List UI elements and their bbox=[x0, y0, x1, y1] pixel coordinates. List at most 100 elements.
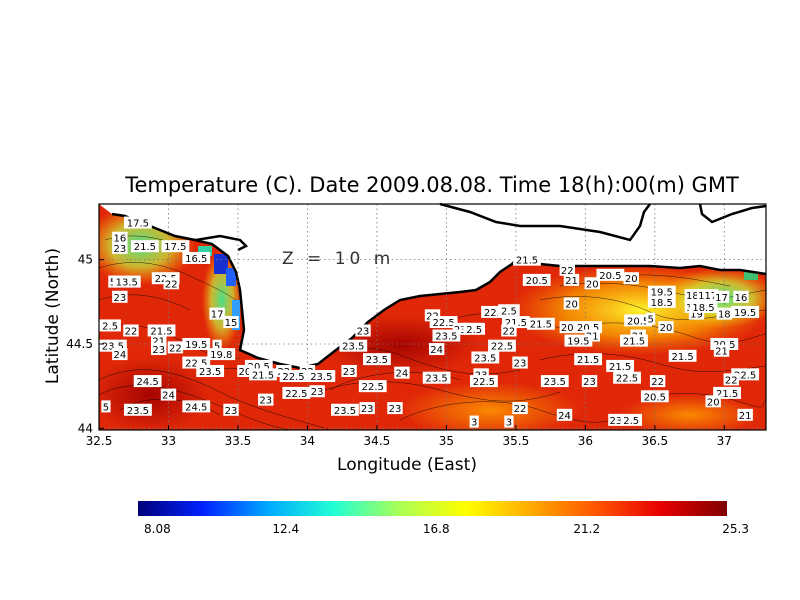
contour-label: 2.5 bbox=[102, 321, 118, 332]
contour-label-box bbox=[696, 289, 719, 302]
contour-label: 23 bbox=[152, 345, 165, 356]
contour-label: 23 bbox=[357, 326, 370, 337]
contour-label: 24 bbox=[558, 411, 571, 422]
colorbar-tick-label: 25.3 bbox=[722, 522, 749, 536]
contour-label: 23.5 bbox=[334, 406, 356, 417]
plot-area: Z = 10 m 17.5162321.517.516.5513.522.522… bbox=[98, 202, 767, 431]
contour-label: 23.5 bbox=[366, 355, 388, 366]
contour-label: 21.5 bbox=[252, 370, 274, 381]
contour-label: 20.5 bbox=[526, 276, 548, 287]
contour-label: 23 bbox=[113, 293, 126, 304]
contour-label: 20.5 bbox=[599, 271, 621, 282]
contour-label-box bbox=[147, 324, 176, 337]
x-tick-label: 36.5 bbox=[641, 434, 668, 448]
contour-label: 18 bbox=[718, 310, 731, 321]
x-tick-label: 35.5 bbox=[503, 434, 530, 448]
contour-label: 23 bbox=[583, 377, 596, 388]
contour-label: 20.5 bbox=[627, 316, 649, 327]
contour-label: 23 bbox=[225, 406, 238, 417]
contour-label-box bbox=[394, 366, 410, 379]
x-tick-label: 33.5 bbox=[225, 434, 252, 448]
contour-label: 22.5 bbox=[185, 359, 207, 370]
contour-label-box bbox=[209, 307, 225, 320]
contour-label-box bbox=[713, 290, 730, 303]
contour-label: 22.5 bbox=[616, 374, 638, 385]
cold-cell-4 bbox=[198, 246, 212, 256]
contour-label: 20 bbox=[586, 279, 599, 290]
contour-label: 21.5 bbox=[623, 337, 645, 348]
contour-label: 19.8 bbox=[210, 350, 232, 361]
contour-label-box bbox=[658, 321, 674, 334]
contour-label: 23.5 bbox=[127, 406, 149, 417]
azov-coastline bbox=[439, 202, 651, 242]
contour-label: 21.5 bbox=[577, 355, 599, 366]
contour-label-box bbox=[470, 375, 498, 388]
contour-label-box bbox=[723, 373, 739, 386]
y-axis-title: Latitude (North) bbox=[43, 248, 63, 384]
contour-label: 3 bbox=[506, 418, 512, 429]
contour-label-box bbox=[488, 339, 516, 352]
contour-label-box bbox=[428, 343, 445, 356]
contour-label-box bbox=[309, 385, 325, 398]
contour-label-box bbox=[167, 341, 184, 354]
x-tick-label: 35 bbox=[439, 434, 454, 448]
contour-label-box bbox=[101, 400, 111, 413]
contour-label-box bbox=[574, 353, 603, 366]
kerch-coastline bbox=[195, 234, 249, 252]
contour-label: 5 bbox=[214, 342, 220, 353]
contour-label: 18.5 bbox=[692, 303, 714, 314]
colorbar-scale bbox=[138, 501, 727, 516]
contour-label-box bbox=[355, 324, 371, 337]
plot-frame bbox=[98, 203, 767, 431]
contour-label: 22 bbox=[125, 326, 138, 337]
colorbar-tick-labels: 8.08 12.4 16.8 21.2 25.3 bbox=[144, 522, 749, 536]
contour-label-box bbox=[705, 395, 721, 408]
contour-label-box bbox=[713, 344, 730, 357]
contour-label-box bbox=[161, 240, 190, 253]
contour-label-box bbox=[731, 305, 760, 318]
contour-label: 21.5 bbox=[134, 242, 156, 253]
contour-label: 23 bbox=[389, 404, 402, 415]
contour-label: 23.5 bbox=[474, 353, 496, 364]
contour-label-box bbox=[182, 337, 211, 350]
contour-label-box bbox=[596, 268, 625, 281]
contour-label: 22 bbox=[651, 377, 664, 388]
contour-label: 21 bbox=[565, 276, 578, 287]
contour-label: 17.5 bbox=[127, 219, 149, 230]
contour-label: 23 bbox=[311, 387, 324, 398]
contour-label-box bbox=[341, 364, 357, 377]
contour-label-box bbox=[112, 348, 128, 361]
x-tick-label: 34 bbox=[300, 434, 315, 448]
contour-label-box bbox=[279, 370, 308, 383]
contour-label-box bbox=[112, 231, 128, 244]
contour-label: 23.5 bbox=[426, 374, 448, 385]
contour-label-box bbox=[684, 289, 701, 302]
contour-label-box bbox=[689, 300, 718, 313]
contour-label: 23.5 bbox=[544, 377, 566, 388]
contour-label-box bbox=[512, 356, 528, 369]
contour-label-box bbox=[646, 312, 656, 325]
contour-label: 23 bbox=[514, 359, 527, 370]
contour-label: 17.5 bbox=[164, 242, 186, 253]
contour-label-box bbox=[512, 402, 528, 415]
contour-label-box bbox=[556, 408, 573, 421]
contour-label-box bbox=[620, 334, 648, 347]
contour-label-box bbox=[223, 316, 239, 329]
contour-label: 20.5 bbox=[644, 392, 666, 403]
contour-label: 21.5 bbox=[671, 352, 693, 363]
contour-label: 2.5 bbox=[501, 306, 517, 317]
y-tick-label: 44 bbox=[78, 421, 93, 435]
contour-label-box bbox=[358, 380, 387, 393]
contour-label: 2.5 bbox=[466, 325, 482, 336]
x-axis: 32.5 33 33.5 34 34.5 35 35.5 36 36.5 37 bbox=[86, 425, 732, 448]
contour-label: 3 bbox=[471, 418, 477, 429]
contour-label: 21.5 bbox=[505, 318, 527, 329]
contour-label: 2.5 bbox=[623, 416, 639, 427]
contour-label-box bbox=[559, 321, 575, 334]
contour-label-box bbox=[212, 339, 222, 352]
contour-label: 22 bbox=[169, 343, 182, 354]
x-tick-label: 36 bbox=[578, 434, 593, 448]
x-axis-title: Longitude (East) bbox=[337, 455, 477, 475]
contour-label-box bbox=[640, 390, 669, 403]
contour-label: 21.5 bbox=[716, 389, 738, 400]
